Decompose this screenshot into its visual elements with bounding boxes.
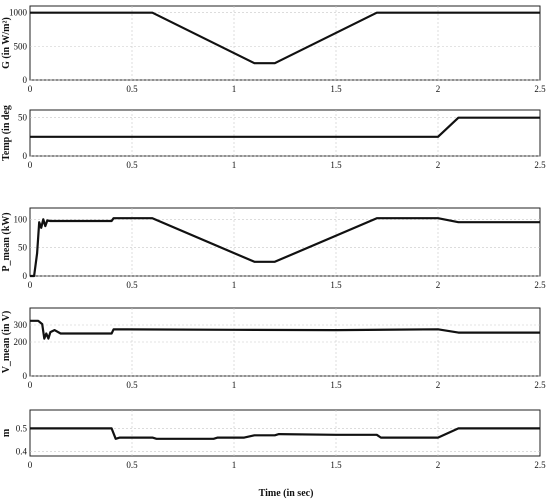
y-tick-label: 100 [14,214,28,224]
x-tick-label: 0.5 [126,460,138,470]
x-tick-label: 2.5 [534,280,546,290]
y-tick-label: 300 [14,320,28,330]
y-axis-label: m [1,428,12,437]
y-tick-label: 0.4 [16,446,28,456]
x-tick-label: 0 [28,380,33,390]
x-tick-label: 0 [28,160,33,170]
x-tick-label: 1.5 [330,280,342,290]
series-line [30,116,540,138]
y-tick-label: 0 [23,151,28,161]
x-tick-label: 2 [436,380,441,390]
plot-area [29,409,541,457]
y-tick-label: 50 [18,243,28,253]
x-tick-label: 0.5 [126,160,138,170]
x-tick-label: 0 [28,280,33,290]
y-tick-label: 500 [14,41,28,51]
x-tick-label: 0 [28,460,33,470]
panel-5: 0 0.5 1 1.5 2 2.5 0.4 0.5 m [1,409,546,470]
panel-2: 0 0.5 1 1.5 2 2.5 0 50 Temp (in deg [1,105,546,170]
x-tick-label: 0 [28,84,33,94]
plot-area [29,207,541,277]
x-tick-label: 1 [232,160,237,170]
x-tick-label: 2 [436,160,441,170]
x-tick-label: 2 [436,84,441,94]
x-tick-label: 1 [232,280,237,290]
plot-area [29,5,541,81]
x-tick-label: 2.5 [534,380,546,390]
y-axis-label: G (in W/m²) [1,17,12,69]
series-line [30,217,540,278]
x-tick-label: 2.5 [534,160,546,170]
series-line [30,319,540,340]
y-tick-label: 0 [23,75,28,85]
x-tick-label: 1 [232,84,237,94]
y-axis-label: Temp (in deg [1,105,12,161]
y-tick-label: 0.5 [16,423,28,433]
x-tick-label: 2.5 [534,460,546,470]
x-tick-label: 2 [436,460,441,470]
x-tick-label: 1.5 [330,460,342,470]
y-axis-label: P_mean (kW) [1,212,12,271]
series-line [30,11,540,65]
x-tick-label: 1 [232,460,237,470]
x-tick-label: 0.5 [126,84,138,94]
x-tick-label: 0.5 [126,380,138,390]
y-tick-label: 0 [23,371,28,381]
x-tick-label: 0.5 [126,280,138,290]
y-tick-label: 50 [18,113,28,123]
x-tick-label: 1.5 [330,84,342,94]
x-tick-label: 1 [232,380,237,390]
x-axis-label: Time (in sec) [259,488,314,499]
y-tick-label: 200 [14,337,28,347]
x-tick-label: 1.5 [330,160,342,170]
series-line [30,427,540,440]
x-tick-label: 1.5 [330,380,342,390]
x-tick-label: 2 [436,280,441,290]
y-tick-label: 1000 [9,8,28,18]
y-axis-label: V_mean (in V) [1,311,12,374]
x-tick-label: 2.5 [534,84,546,94]
y-tick-label: 0 [23,271,28,281]
